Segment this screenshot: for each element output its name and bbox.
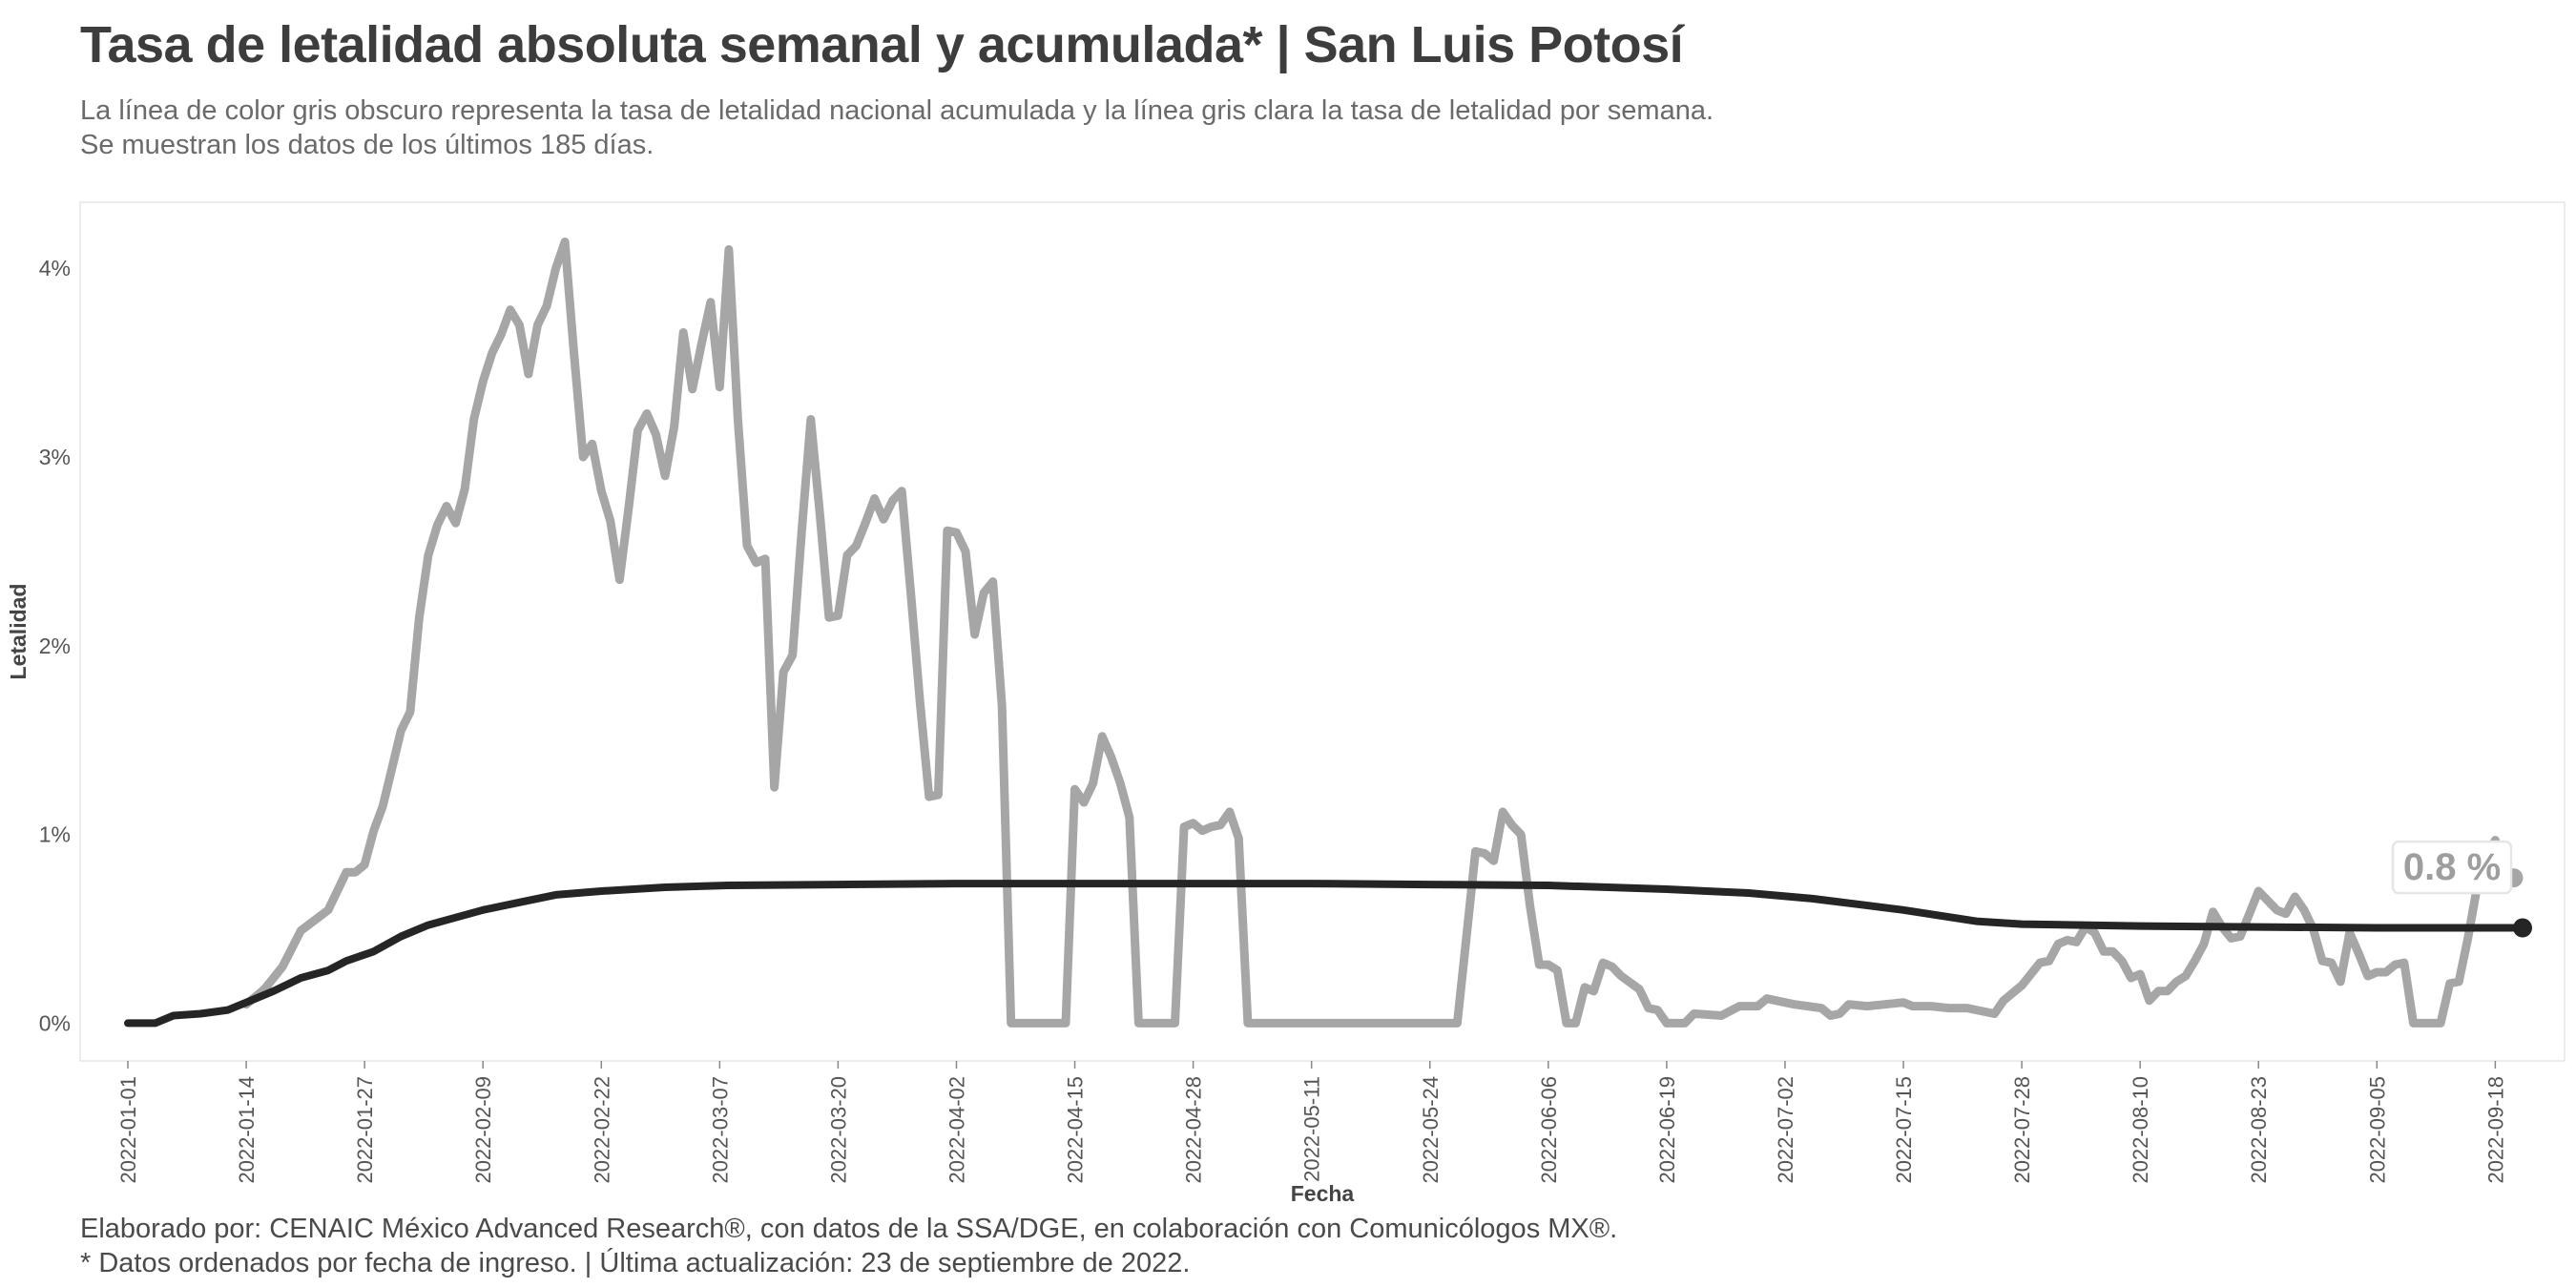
chart-title: Tasa de letalidad absoluta semanal y acu… <box>80 16 1684 73</box>
end-value-label-text: 0.8 % <box>2403 846 2501 888</box>
x-tick-label: 2022-09-18 <box>2483 1076 2507 1184</box>
x-tick-label: 2022-07-02 <box>1774 1076 1797 1184</box>
series-end-point-cumulative <box>2513 918 2532 938</box>
x-tick-label: 2022-01-14 <box>235 1076 259 1184</box>
subtitle-line-1: La línea de color gris obscuro represent… <box>80 95 1714 126</box>
x-tick-label: 2022-02-09 <box>471 1076 495 1184</box>
series-line-weekly <box>241 238 2518 1028</box>
chart-subtitle: La línea de color gris obscuro represent… <box>80 93 2513 162</box>
y-tick-label: 1% <box>39 822 71 847</box>
caption-line-1: Elaborado por: CENAIC México Advanced Re… <box>80 1214 1618 1244</box>
chart-caption: Elaborado por: CENAIC México Advanced Re… <box>80 1212 2513 1280</box>
x-tick-label: 2022-06-06 <box>1537 1076 1561 1184</box>
x-tick-label: 2022-08-23 <box>2247 1076 2271 1184</box>
subtitle-line-2: Se muestran los datos de los últimos 185… <box>80 130 654 160</box>
x-tick-label: 2022-08-10 <box>2129 1076 2152 1184</box>
y-axis-title: Letalidad <box>6 584 31 680</box>
x-tick-label: 2022-03-07 <box>708 1076 732 1184</box>
x-tick-label: 2022-04-02 <box>945 1076 968 1184</box>
y-tick-label: 3% <box>39 445 71 469</box>
end-value-label: 0.8 % <box>2391 840 2513 895</box>
x-tick-label: 2022-05-24 <box>1419 1076 1443 1184</box>
end-value-label-box <box>2391 840 2513 895</box>
x-tick-label: 2022-05-11 <box>1300 1076 1324 1182</box>
x-tick-label: 2022-01-01 <box>116 1076 140 1184</box>
x-tick-label: 2022-07-28 <box>2010 1076 2034 1184</box>
x-tick-label: 2022-09-05 <box>2365 1076 2389 1184</box>
caption-line-2: * Datos ordenados por fecha de ingreso. … <box>80 1248 1191 1278</box>
y-tick-label: 2% <box>39 634 71 658</box>
x-tick-label: 2022-02-22 <box>590 1076 613 1184</box>
y-axis: 0% 1% 2% 3% 4% <box>39 256 71 1035</box>
series-line-cumulative <box>124 880 2526 1028</box>
x-tick-label: 2022-03-20 <box>826 1076 850 1184</box>
plot-panel <box>79 201 2566 1062</box>
x-tick-label: 2022-07-15 <box>1892 1076 1916 1184</box>
x-axis: 2022-01-01 2022-01-14 2022-01-27 2022-02-09… <box>116 1061 2507 1184</box>
y-tick-label: 0% <box>39 1010 71 1035</box>
x-tick-label: 2022-04-28 <box>1182 1076 1206 1184</box>
x-tick-label: 2022-04-15 <box>1064 1076 1088 1184</box>
y-tick-label: 4% <box>39 256 71 280</box>
x-tick-label: 2022-01-27 <box>353 1076 377 1184</box>
x-axis-title: Fecha <box>1291 1181 1355 1206</box>
x-tick-label: 2022-06-19 <box>1655 1076 1679 1184</box>
